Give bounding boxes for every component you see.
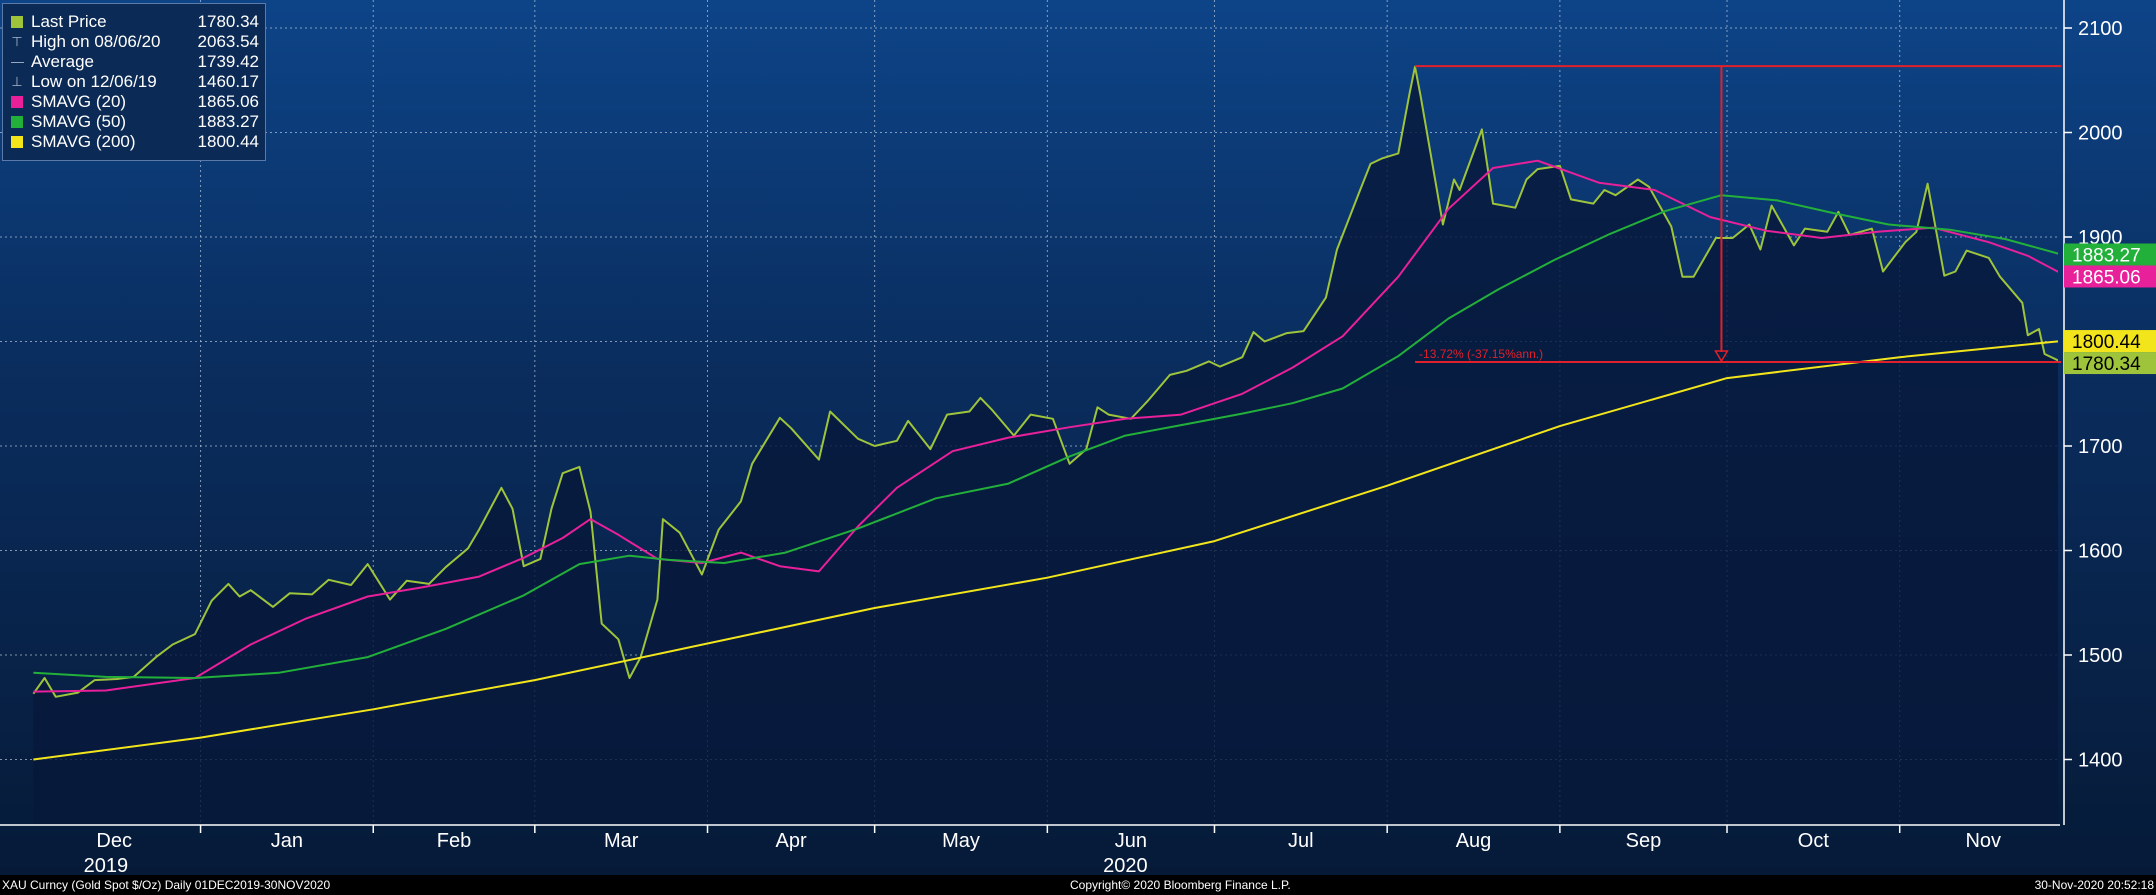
- price-tag-label: 1800.44: [2072, 332, 2141, 353]
- price-tag-box: [2064, 330, 2156, 353]
- series-line-smavg-200: [33, 340, 2058, 761]
- x-month-label: Nov: [1965, 830, 2001, 852]
- y-axis: 14001500160017001800190020002100: [2063, 0, 2123, 825]
- footer-ticker-info: XAU Curncy (Gold Spot $/Oz) Daily 01DEC2…: [2, 878, 331, 892]
- legend-value: 1865.06: [197, 92, 259, 111]
- series-line-last-price: [32, 65, 2058, 698]
- drawdown-annotation: -13.72% (-37.15%ann.): [1415, 65, 2062, 364]
- x-month-label: Sep: [1626, 830, 1662, 852]
- legend-item: SMAVG (50) 1883.27: [11, 112, 259, 132]
- y-tick-label: 2000: [2078, 123, 2123, 145]
- x-month-label: Aug: [1456, 830, 1492, 852]
- chart-legend: Last Price 1780.34 ⊤ High on 08/06/20 2063.5…: [2, 3, 266, 161]
- legend-high-icon: ⊤: [11, 34, 23, 49]
- series-lines: [32, 65, 2058, 761]
- price-area-fill: [33, 66, 2058, 825]
- chart-canvas: -13.72% (-37.15%ann.) 1400 1500 1600 1700 18…: [0, 0, 2156, 877]
- legend-item: Last Price 1780.34: [11, 12, 259, 32]
- legend-label: SMAVG (50): [31, 112, 127, 131]
- x-month-label: Jan: [271, 830, 303, 852]
- footer-timestamp: 30-Nov-2020 20:52:18: [2034, 878, 2154, 892]
- price-tag-box: [2064, 352, 2156, 375]
- legend-low-icon: ⊥: [11, 74, 23, 89]
- x-month-label: Feb: [437, 830, 471, 852]
- legend-value: 1780.34: [197, 12, 259, 31]
- legend-item: ⊥ Low on 12/06/19 1460.17: [11, 72, 259, 92]
- legend-item: SMAVG (200) 1800.44: [11, 132, 259, 152]
- y-tick-label: 1400: [2078, 750, 2123, 772]
- legend-value: 1739.42: [197, 52, 259, 71]
- legend-label: Average: [31, 52, 95, 71]
- x-month-label: May: [942, 830, 980, 852]
- y-tick-label: 1700: [2078, 436, 2123, 458]
- x-year-label: 2019: [84, 855, 129, 875]
- legend-value: 1460.17: [197, 72, 259, 91]
- legend-value: 1800.44: [197, 132, 259, 151]
- y-tick-label: 1500: [2078, 645, 2123, 667]
- x-month-label: Oct: [1798, 830, 1830, 852]
- series-line-smavg-20: [33, 159, 2058, 693]
- legend-item: — Average 1739.42: [11, 52, 259, 72]
- legend-swatch: [11, 136, 23, 148]
- legend-swatch: [11, 116, 23, 128]
- series-line-smavg-50: [33, 194, 2058, 679]
- x-year-label: 2020: [1103, 855, 1148, 875]
- price-tag-box: [2064, 265, 2156, 288]
- drawdown-arrow-head: [1714, 350, 1729, 363]
- x-month-label: Dec: [96, 830, 132, 852]
- legend-value: 2063.54: [197, 32, 259, 51]
- legend-label: SMAVG (200): [31, 132, 136, 151]
- x-month-label: Jun: [1115, 830, 1147, 852]
- legend-label: SMAVG (20): [31, 92, 127, 111]
- x-month-label: Mar: [604, 830, 639, 852]
- legend-swatch: [11, 96, 23, 108]
- legend-swatch: [11, 16, 23, 28]
- legend-item: SMAVG (20) 1865.06: [11, 92, 259, 112]
- y-tick-label: 1600: [2078, 541, 2123, 563]
- legend-label: Low on 12/06/19: [31, 72, 157, 91]
- chart-footer: XAU Curncy (Gold Spot $/Oz) Daily 01DEC2…: [0, 875, 2156, 895]
- price-tag-label: 1780.34: [2072, 354, 2141, 375]
- x-month-label: Jul: [1288, 830, 1314, 852]
- legend-avg-icon: —: [11, 54, 24, 69]
- x-month-label: Apr: [776, 830, 807, 852]
- x-axis: Dec Jan Feb Mar Apr May Jun Jul Aug Sep Oct Nov 2019…: [0, 824, 2060, 877]
- footer-copyright: Copyright© 2020 Bloomberg Finance L.P.: [1070, 878, 1291, 892]
- legend-label: High on 08/06/20: [31, 32, 161, 51]
- price-tag-box: [2064, 243, 2156, 266]
- price-area: [33, 66, 2058, 825]
- drawdown-label: -13.72% (-37.15%ann.): [1419, 347, 1543, 361]
- y-tick-label: 2100: [2078, 18, 2123, 40]
- price-tag-label: 1865.06: [2072, 267, 2141, 288]
- legend-label: Last Price: [31, 12, 107, 31]
- legend-item: ⊤ High on 08/06/20 2063.54: [11, 32, 259, 52]
- legend-value: 1883.27: [197, 112, 259, 131]
- price-tag-label: 1883.27: [2072, 245, 2141, 266]
